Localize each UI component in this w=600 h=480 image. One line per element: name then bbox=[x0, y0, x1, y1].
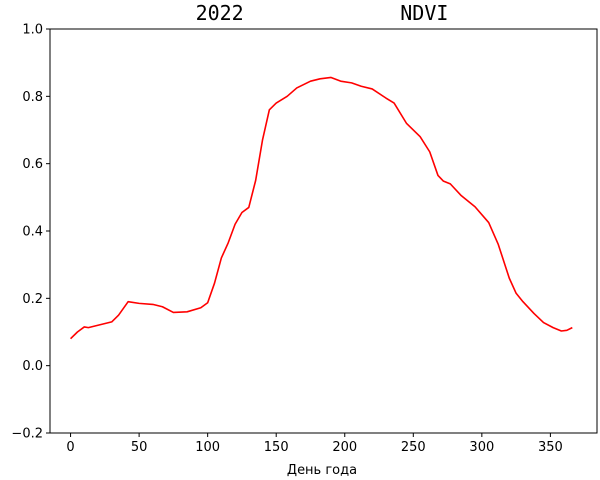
data-line bbox=[69, 76, 573, 340]
y-tick-label: 0.4 bbox=[22, 225, 43, 240]
x-tick-label: 200 bbox=[332, 440, 357, 455]
plot-frame bbox=[49, 28, 598, 434]
x-axis-label: День года bbox=[287, 463, 357, 478]
x-tick-label: 150 bbox=[264, 440, 289, 455]
x-tick-label: 0 bbox=[66, 440, 74, 455]
y-tick-label: −0.2 bbox=[11, 427, 43, 442]
y-tick-label: 0.6 bbox=[22, 157, 43, 172]
x-tick-label: 100 bbox=[195, 440, 220, 455]
y-tick-label: 0.2 bbox=[22, 292, 43, 307]
x-tick-label: 300 bbox=[469, 440, 494, 455]
x-tick-label: 50 bbox=[131, 440, 148, 455]
y-tick-label: 1.0 bbox=[22, 23, 43, 38]
chart-title: 2022 NDVI bbox=[196, 1, 449, 25]
y-tick-label: 0.8 bbox=[22, 90, 43, 105]
x-tick-label: 350 bbox=[538, 440, 563, 455]
x-tick-label: 250 bbox=[401, 440, 426, 455]
y-tick-label: 0.0 bbox=[22, 359, 43, 374]
